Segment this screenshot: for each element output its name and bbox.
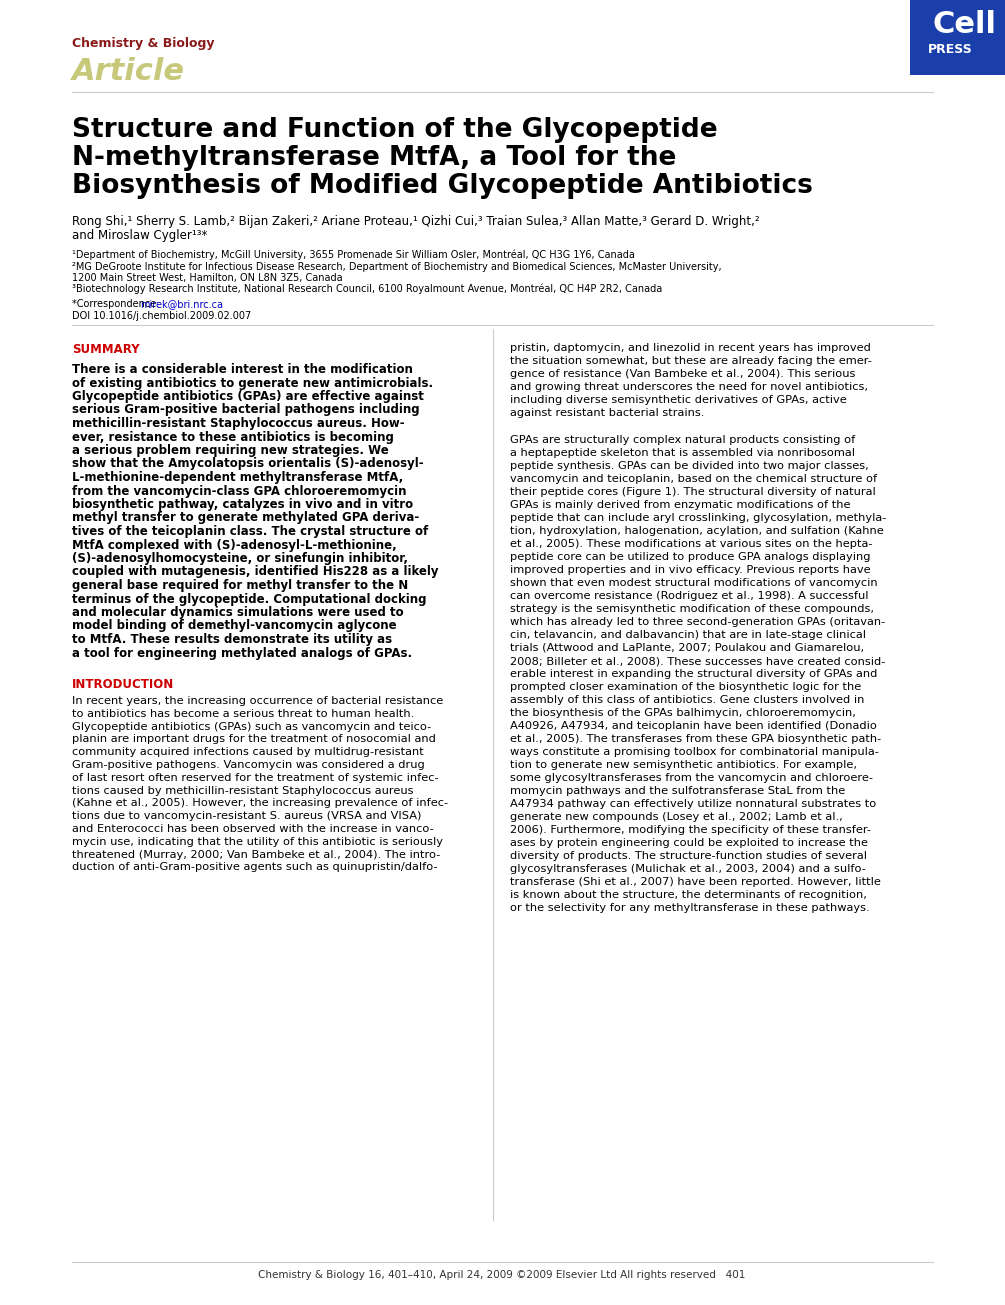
- Text: Glycopeptide antibiotics (GPAs) such as vancomycin and teico-: Glycopeptide antibiotics (GPAs) such as …: [72, 722, 431, 732]
- Text: GPAs are structurally complex natural products consisting of: GPAs are structurally complex natural pr…: [510, 435, 855, 445]
- Text: is known about the structure, the determinants of recognition,: is known about the structure, the determ…: [510, 890, 867, 900]
- Text: (S)-adenosylhomocysteine, or sinefungin inhibitor,: (S)-adenosylhomocysteine, or sinefungin …: [72, 552, 408, 565]
- Text: a heptapeptide skeleton that is assembled via nonribosomal: a heptapeptide skeleton that is assemble…: [510, 448, 855, 458]
- Text: In recent years, the increasing occurrence of bacterial resistance: In recent years, the increasing occurren…: [72, 696, 443, 706]
- Text: threatened (Murray, 2000; Van Bambeke et al., 2004). The intro-: threatened (Murray, 2000; Van Bambeke et…: [72, 850, 440, 860]
- Text: Biosynthesis of Modified Glycopeptide Antibiotics: Biosynthesis of Modified Glycopeptide An…: [72, 174, 813, 198]
- Text: mycin use, indicating that the utility of this antibiotic is seriously: mycin use, indicating that the utility o…: [72, 837, 443, 847]
- Text: transferase (Shi et al., 2007) have been reported. However, little: transferase (Shi et al., 2007) have been…: [510, 877, 880, 887]
- Text: glycosyltransferases (Mulichak et al., 2003, 2004) and a sulfo-: glycosyltransferases (Mulichak et al., 2…: [510, 864, 866, 874]
- Text: and growing threat underscores the need for novel antibiotics,: and growing threat underscores the need …: [510, 382, 868, 391]
- Text: N-methyltransferase MtfA, a Tool for the: N-methyltransferase MtfA, a Tool for the: [72, 145, 676, 171]
- Text: ases by protein engineering could be exploited to increase the: ases by protein engineering could be exp…: [510, 838, 868, 848]
- Text: strategy is the semisynthetic modification of these compounds,: strategy is the semisynthetic modificati…: [510, 604, 874, 613]
- Text: trials (Attwood and LaPlante, 2007; Poulakou and Giamarelou,: trials (Attwood and LaPlante, 2007; Poul…: [510, 643, 864, 652]
- Bar: [910, 0, 1005, 74]
- Text: MtfA complexed with (S)-adenosyl-L-methionine,: MtfA complexed with (S)-adenosyl-L-methi…: [72, 539, 397, 552]
- Text: et al., 2005). These modifications at various sites on the hepta-: et al., 2005). These modifications at va…: [510, 539, 872, 549]
- Text: a serious problem requiring new strategies. We: a serious problem requiring new strategi…: [72, 444, 389, 457]
- Text: to MtfA. These results demonstrate its utility as: to MtfA. These results demonstrate its u…: [72, 633, 392, 646]
- Text: show that the Amycolatopsis orientalis (S)-adenosyl-: show that the Amycolatopsis orientalis (…: [72, 458, 424, 471]
- Text: momycin pathways and the sulfotransferase StaL from the: momycin pathways and the sulfotransferas…: [510, 786, 845, 796]
- Text: ¹Department of Biochemistry, McGill University, 3655 Promenade Sir William Osler: ¹Department of Biochemistry, McGill Univ…: [72, 251, 635, 261]
- Text: assembly of this class of antibiotics. Gene clusters involved in: assembly of this class of antibiotics. G…: [510, 696, 864, 705]
- Text: peptide that can include aryl crosslinking, glycosylation, methyla-: peptide that can include aryl crosslinki…: [510, 513, 886, 523]
- Text: model binding of demethyl-vancomycin aglycone: model binding of demethyl-vancomycin agl…: [72, 620, 397, 633]
- Text: ways constitute a promising toolbox for combinatorial manipula-: ways constitute a promising toolbox for …: [510, 746, 879, 757]
- Text: including diverse semisynthetic derivatives of GPAs, active: including diverse semisynthetic derivati…: [510, 395, 847, 405]
- Text: pristin, daptomycin, and linezolid in recent years has improved: pristin, daptomycin, and linezolid in re…: [510, 343, 871, 352]
- Text: L-methionine-dependent methyltransferase MtfA,: L-methionine-dependent methyltransferase…: [72, 471, 403, 484]
- Text: et al., 2005). The transferases from these GPA biosynthetic path-: et al., 2005). The transferases from the…: [510, 733, 881, 744]
- Text: planin are important drugs for the treatment of nosocomial and: planin are important drugs for the treat…: [72, 735, 436, 744]
- Text: Rong Shi,¹ Sherry S. Lamb,² Bijan Zakeri,² Ariane Proteau,¹ Qizhi Cui,³ Traian S: Rong Shi,¹ Sherry S. Lamb,² Bijan Zakeri…: [72, 215, 760, 228]
- Text: ever, resistance to these antibiotics is becoming: ever, resistance to these antibiotics is…: [72, 431, 394, 444]
- Text: can overcome resistance (Rodriguez et al., 1998). A successful: can overcome resistance (Rodriguez et al…: [510, 591, 868, 602]
- Text: 1200 Main Street West, Hamilton, ON L8N 3Z5, Canada: 1200 Main Street West, Hamilton, ON L8N …: [72, 273, 343, 283]
- Text: 2008; Billeter et al., 2008). These successes have created consid-: 2008; Billeter et al., 2008). These succ…: [510, 656, 885, 666]
- Text: or the selectivity for any methyltransferase in these pathways.: or the selectivity for any methyltransfe…: [510, 903, 869, 914]
- Text: GPAs is mainly derived from enzymatic modifications of the: GPAs is mainly derived from enzymatic mo…: [510, 500, 850, 510]
- Text: DOI 10.1016/j.chembiol.2009.02.007: DOI 10.1016/j.chembiol.2009.02.007: [72, 311, 251, 321]
- Text: PRESS: PRESS: [928, 43, 973, 56]
- Text: cin, telavancin, and dalbavancin) that are in late-stage clinical: cin, telavancin, and dalbavancin) that a…: [510, 630, 866, 639]
- Text: erable interest in expanding the structural diversity of GPAs and: erable interest in expanding the structu…: [510, 669, 877, 679]
- Text: terminus of the glycopeptide. Computational docking: terminus of the glycopeptide. Computatio…: [72, 592, 426, 606]
- Text: the biosynthesis of the GPAs balhimycin, chloroeremomycin,: the biosynthesis of the GPAs balhimycin,…: [510, 709, 856, 718]
- Text: ³Biotechnology Research Institute, National Research Council, 6100 Royalmount Av: ³Biotechnology Research Institute, Natio…: [72, 284, 662, 295]
- Text: serious Gram-positive bacterial pathogens including: serious Gram-positive bacterial pathogen…: [72, 403, 420, 416]
- Text: some glycosyltransferases from the vancomycin and chloroere-: some glycosyltransferases from the vanco…: [510, 773, 873, 783]
- Text: Structure and Function of the Glycopeptide: Structure and Function of the Glycopepti…: [72, 117, 718, 144]
- Text: and Enterococci has been observed with the increase in vanco-: and Enterococci has been observed with t…: [72, 823, 434, 834]
- Text: gence of resistance (Van Bambeke et al., 2004). This serious: gence of resistance (Van Bambeke et al.,…: [510, 369, 855, 378]
- Text: tives of the teicoplanin class. The crystal structure of: tives of the teicoplanin class. The crys…: [72, 525, 428, 538]
- Text: mirek@bri.nrc.ca: mirek@bri.nrc.ca: [140, 299, 223, 309]
- Text: A47934 pathway can effectively utilize nonnatural substrates to: A47934 pathway can effectively utilize n…: [510, 799, 876, 809]
- Text: the situation somewhat, but these are already facing the emer-: the situation somewhat, but these are al…: [510, 356, 872, 365]
- Text: There is a considerable interest in the modification: There is a considerable interest in the …: [72, 363, 413, 376]
- Text: Glycopeptide antibiotics (GPAs) are effective against: Glycopeptide antibiotics (GPAs) are effe…: [72, 390, 424, 403]
- Text: ²MG DeGroote Institute for Infectious Disease Research, Department of Biochemist: ²MG DeGroote Institute for Infectious Di…: [72, 262, 722, 271]
- Text: generate new compounds (Losey et al., 2002; Lamb et al.,: generate new compounds (Losey et al., 20…: [510, 812, 843, 822]
- Text: peptide synthesis. GPAs can be divided into two major classes,: peptide synthesis. GPAs can be divided i…: [510, 461, 868, 471]
- Text: prompted closer examination of the biosynthetic logic for the: prompted closer examination of the biosy…: [510, 683, 861, 692]
- Text: their peptide cores (Figure 1). The structural diversity of natural: their peptide cores (Figure 1). The stru…: [510, 487, 875, 497]
- Text: (Kahne et al., 2005). However, the increasing prevalence of infec-: (Kahne et al., 2005). However, the incre…: [72, 799, 448, 808]
- Text: methicillin-resistant Staphylococcus aureus. How-: methicillin-resistant Staphylococcus aur…: [72, 418, 405, 431]
- Text: *Correspondence:: *Correspondence:: [72, 299, 163, 309]
- Text: Article: Article: [72, 57, 185, 86]
- Text: shown that even modest structural modifications of vancomycin: shown that even modest structural modifi…: [510, 578, 877, 589]
- Text: coupled with mutagenesis, identified His228 as a likely: coupled with mutagenesis, identified His…: [72, 565, 438, 578]
- Text: tion, hydroxylation, halogenation, acylation, and sulfation (Kahne: tion, hydroxylation, halogenation, acyla…: [510, 526, 883, 536]
- Text: of last resort often reserved for the treatment of systemic infec-: of last resort often reserved for the tr…: [72, 773, 438, 783]
- Text: methyl transfer to generate methylated GPA deriva-: methyl transfer to generate methylated G…: [72, 512, 419, 525]
- Text: vancomycin and teicoplanin, based on the chemical structure of: vancomycin and teicoplanin, based on the…: [510, 474, 877, 484]
- Text: a tool for engineering methylated analogs of GPAs.: a tool for engineering methylated analog…: [72, 646, 412, 659]
- Text: tions due to vancomycin-resistant S. aureus (VRSA and VISA): tions due to vancomycin-resistant S. aur…: [72, 812, 421, 821]
- Text: general base required for methyl transfer to the N: general base required for methyl transfe…: [72, 579, 408, 592]
- Text: duction of anti-Gram-positive agents such as quinupristin/dalfo-: duction of anti-Gram-positive agents suc…: [72, 863, 437, 873]
- Text: Chemistry & Biology 16, 401–410, April 24, 2009 ©2009 Elsevier Ltd All rights re: Chemistry & Biology 16, 401–410, April 2…: [258, 1270, 746, 1280]
- Text: improved properties and in vivo efficacy. Previous reports have: improved properties and in vivo efficacy…: [510, 565, 870, 576]
- Text: from the vancomycin-class GPA chloroeremomycin: from the vancomycin-class GPA chloroerem…: [72, 484, 406, 497]
- Text: tion to generate new semisynthetic antibiotics. For example,: tion to generate new semisynthetic antib…: [510, 760, 857, 770]
- Text: diversity of products. The structure-function studies of several: diversity of products. The structure-fun…: [510, 851, 867, 861]
- Text: and molecular dynamics simulations were used to: and molecular dynamics simulations were …: [72, 606, 404, 619]
- Text: to antibiotics has become a serious threat to human health.: to antibiotics has become a serious thre…: [72, 709, 414, 719]
- Text: peptide core can be utilized to produce GPA analogs displaying: peptide core can be utilized to produce …: [510, 552, 870, 562]
- Text: 2006). Furthermore, modifying the specificity of these transfer-: 2006). Furthermore, modifying the specif…: [510, 825, 871, 835]
- Text: of existing antibiotics to generate new antimicrobials.: of existing antibiotics to generate new …: [72, 377, 433, 389]
- Text: SUMMARY: SUMMARY: [72, 343, 140, 356]
- Text: community acquired infections caused by multidrug-resistant: community acquired infections caused by …: [72, 748, 424, 757]
- Text: Gram-positive pathogens. Vancomycin was considered a drug: Gram-positive pathogens. Vancomycin was …: [72, 760, 425, 770]
- Text: Chemistry & Biology: Chemistry & Biology: [72, 37, 214, 50]
- Text: tions caused by methicillin-resistant Staphylococcus aureus: tions caused by methicillin-resistant St…: [72, 786, 413, 796]
- Text: Cell: Cell: [933, 10, 997, 39]
- Text: and Miroslaw Cygler¹³*: and Miroslaw Cygler¹³*: [72, 228, 207, 241]
- Text: biosynthetic pathway, catalyzes in vivo and in vitro: biosynthetic pathway, catalyzes in vivo …: [72, 499, 413, 512]
- Text: against resistant bacterial strains.: against resistant bacterial strains.: [510, 408, 705, 418]
- Text: which has already led to three second-generation GPAs (oritavan-: which has already led to three second-ge…: [510, 617, 885, 626]
- Text: A40926, A47934, and teicoplanin have been identified (Donadio: A40926, A47934, and teicoplanin have bee…: [510, 720, 877, 731]
- Text: INTRODUCTION: INTRODUCTION: [72, 679, 174, 692]
